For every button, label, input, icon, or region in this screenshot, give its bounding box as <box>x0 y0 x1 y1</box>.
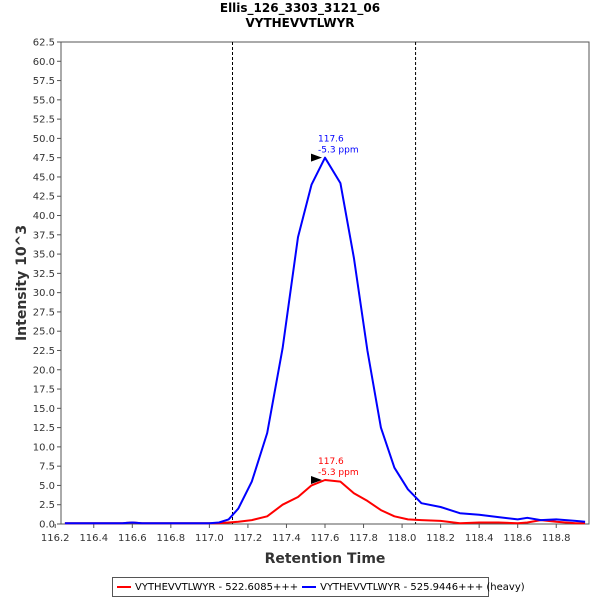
plot-area <box>60 41 590 525</box>
chart-title: Ellis_126_3303_3121_06 <box>220 1 380 16</box>
y-tick-label: 30.0 <box>33 288 55 299</box>
legend-label-light: VYTHEVVTLWYR - 522.6085+++ <box>135 581 299 593</box>
y-tick-label: 55.0 <box>33 95 55 106</box>
y-tick-label: 52.5 <box>33 115 55 126</box>
series-line-heavy <box>64 156 586 525</box>
chromatogram-chart: Ellis_126_3303_3121_06 VYTHEVVTLWYR 0.0 2… <box>14 1 590 567</box>
y-tick-label: 15.0 <box>33 404 55 415</box>
x-tick-label: 116.6 <box>118 533 147 544</box>
apex-label-ppm: -5.3 ppm <box>318 468 359 478</box>
legend-swatch-heavy <box>302 586 317 588</box>
peak-boundaries <box>232 42 417 524</box>
y-tick-label: 32.5 <box>33 269 55 280</box>
y-tick-label: 40.0 <box>33 211 55 222</box>
apex-label-time: 117.6 <box>318 457 344 467</box>
x-axis-label: Retention Time <box>265 551 386 567</box>
y-tick-label: 20.0 <box>33 365 55 376</box>
y-tick-label: 62.5 <box>33 38 55 49</box>
y-tick-label: 17.5 <box>33 385 55 396</box>
x-tick-label: 117.4 <box>272 533 301 544</box>
x-tick-label: 116.2 <box>41 533 70 544</box>
y-tick-label: 60.0 <box>33 57 55 68</box>
legend-swatch-light <box>117 586 131 588</box>
y-tick-label: 45.0 <box>33 172 55 183</box>
apex-marker <box>311 153 322 162</box>
legend-item-heavy: VYTHEVVTLWYR - 525.9446+++ (heavy) <box>302 582 525 593</box>
y-tick-label: 47.5 <box>33 153 55 164</box>
x-tick-label: 118.4 <box>465 533 494 544</box>
y-tick-label: 50.0 <box>33 134 55 145</box>
x-tick-label: 118.0 <box>388 533 417 544</box>
legend-label-heavy: VYTHEVVTLWYR - 525.9446+++ (heavy) <box>320 581 525 593</box>
y-tick-label: 57.5 <box>33 76 55 87</box>
y-tick-label: 0.0 <box>39 520 55 531</box>
x-tick-label: 116.4 <box>79 533 108 544</box>
apex-label-ppm: -5.3 ppm <box>318 146 359 156</box>
legend-item-light: VYTHEVVTLWYR - 522.6085+++ <box>117 582 298 593</box>
apex-label-time: 117.6 <box>318 135 344 145</box>
y-axis-label: Intensity 10^3 <box>14 225 30 341</box>
x-tick-label: 117.0 <box>195 533 224 544</box>
x-tick-label: 117.6 <box>311 533 340 544</box>
y-tick-label: 35.0 <box>33 250 55 261</box>
x-tick-label: 117.8 <box>349 533 378 544</box>
apex-marker <box>311 476 322 485</box>
chart-subtitle: VYTHEVVTLWYR <box>245 16 354 30</box>
y-tick-label: 37.5 <box>33 230 55 241</box>
y-tick-label: 22.5 <box>33 346 55 357</box>
series-line-light <box>64 479 586 525</box>
y-tick-label: 10.0 <box>33 442 55 453</box>
x-tick-label: 116.8 <box>157 533 186 544</box>
x-tick-label: 118.8 <box>542 533 571 544</box>
x-tick-label: 118.6 <box>503 533 532 544</box>
y-tick-label: 42.5 <box>33 192 55 203</box>
legend: VYTHEVVTLWYR - 522.6085+++ VYTHEVVTLWYR … <box>112 577 525 597</box>
y-tick-label: 7.5 <box>39 462 55 473</box>
y-tick-label: 25.0 <box>33 327 55 338</box>
x-tick-label: 117.2 <box>234 533 263 544</box>
y-axis: 0.0 2.5 5.0 7.5 10.0 12.5 15.0 17.5 20.0 22.5 25.0… <box>33 38 61 531</box>
y-tick-label: 12.5 <box>33 423 55 434</box>
x-tick-label: 118.2 <box>426 533 455 544</box>
series-group <box>64 156 586 525</box>
y-tick-label: 5.0 <box>39 481 55 492</box>
y-tick-label: 2.5 <box>39 500 55 511</box>
x-axis: 116.2 116.4 116.6 116.8 117.0 117.2 117.4 117.6… <box>41 524 571 544</box>
y-tick-label: 27.5 <box>33 307 55 318</box>
